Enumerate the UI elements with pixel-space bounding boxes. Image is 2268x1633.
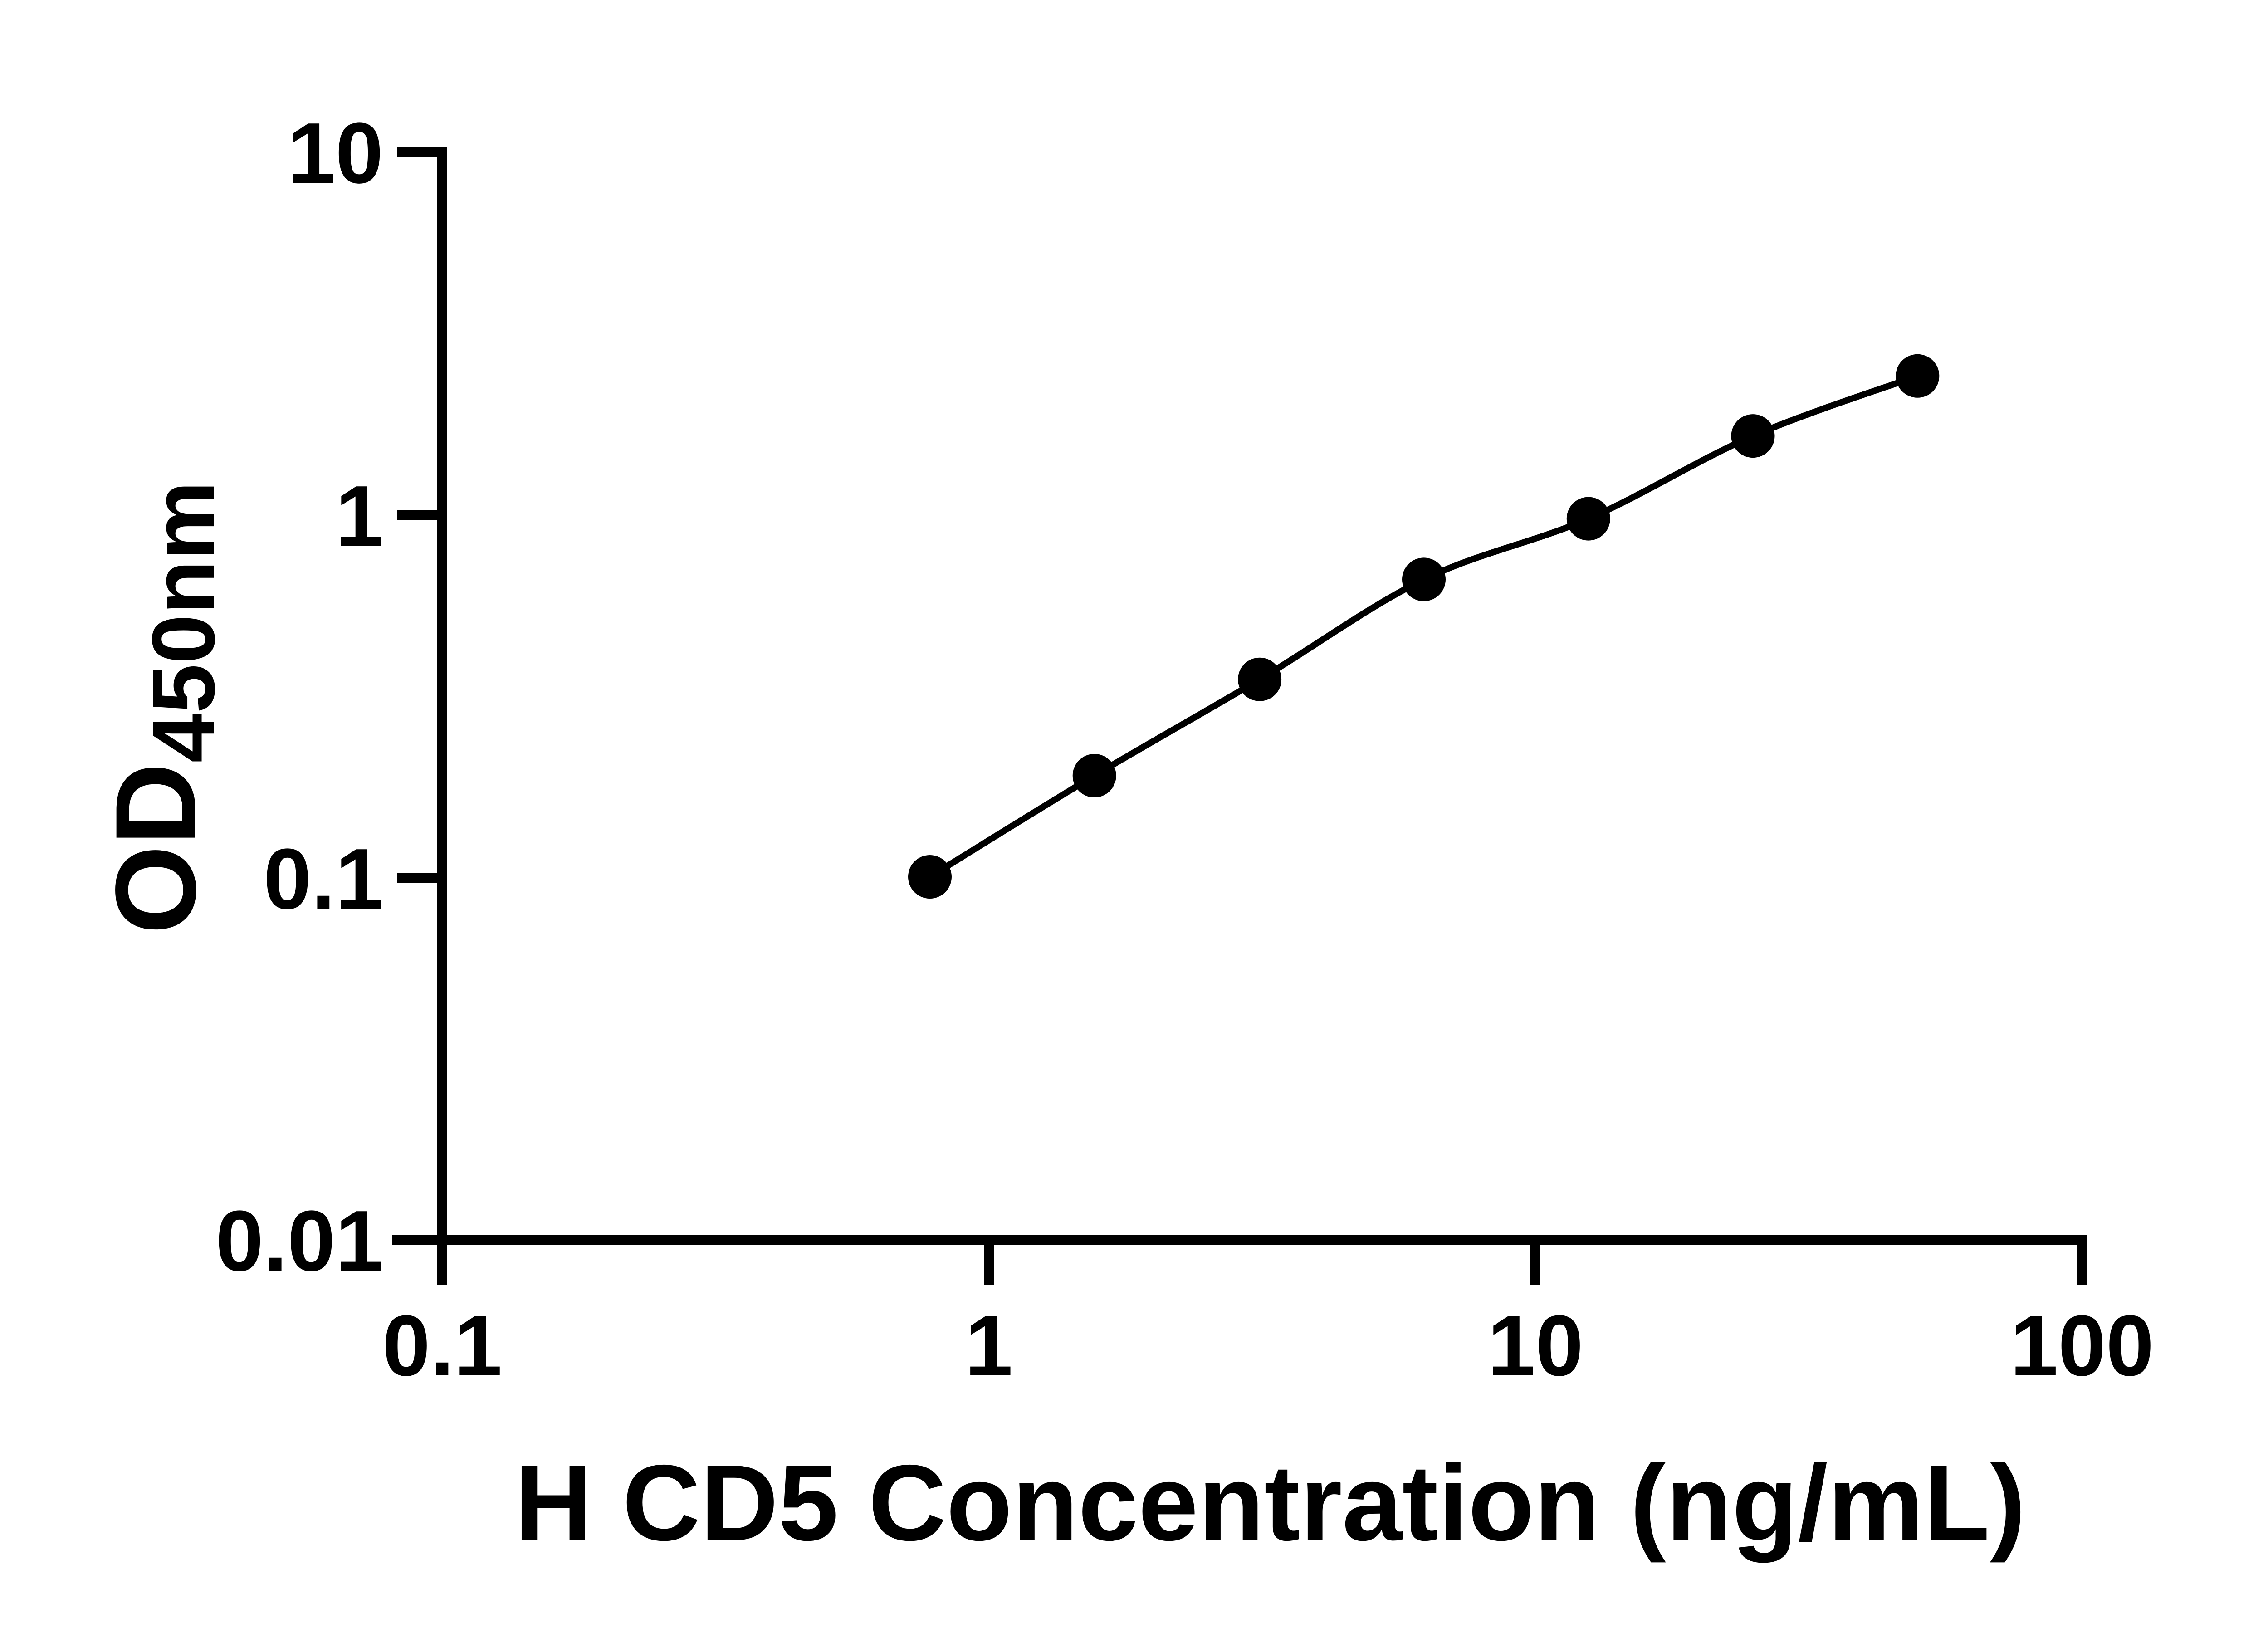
data-point bbox=[908, 855, 952, 899]
x-tick-label-100: 100 bbox=[2010, 1298, 2154, 1394]
x-tick-label-10: 10 bbox=[1487, 1298, 1583, 1394]
x-axis-ticks bbox=[437, 1240, 2087, 1285]
data-series bbox=[908, 354, 1940, 899]
y-axis-title-main: OD bbox=[92, 763, 220, 934]
y-tick-label-10: 10 bbox=[288, 105, 383, 201]
y-tick-labels: 10 1 0.1 0.01 bbox=[215, 105, 383, 1289]
data-point bbox=[1566, 497, 1610, 541]
data-point bbox=[1072, 754, 1116, 797]
x-axis-title: H CD5 Concentration (ng/mL) bbox=[514, 1443, 2026, 1563]
y-tick-label-0.01: 0.01 bbox=[215, 1193, 383, 1289]
y-axis-title: OD450nm bbox=[92, 481, 233, 934]
y-axis-title-subscript: 450nm bbox=[134, 481, 233, 763]
x-tick-label-1: 1 bbox=[965, 1298, 1013, 1394]
data-point bbox=[1896, 354, 1940, 398]
standard-curve-line bbox=[928, 373, 1919, 880]
data-point bbox=[1238, 657, 1282, 701]
data-point bbox=[1731, 414, 1775, 458]
data-point bbox=[1402, 557, 1446, 601]
axes bbox=[392, 147, 2087, 1285]
y-tick-label-1: 1 bbox=[335, 468, 383, 564]
data-point-markers bbox=[908, 354, 1940, 899]
x-tick-labels: 0.1 1 10 100 bbox=[382, 1298, 2154, 1394]
y-tick-label-0.1: 0.1 bbox=[264, 831, 383, 927]
y-axis-ticks bbox=[397, 147, 442, 1245]
x-tick-label-0.1: 0.1 bbox=[382, 1298, 502, 1394]
